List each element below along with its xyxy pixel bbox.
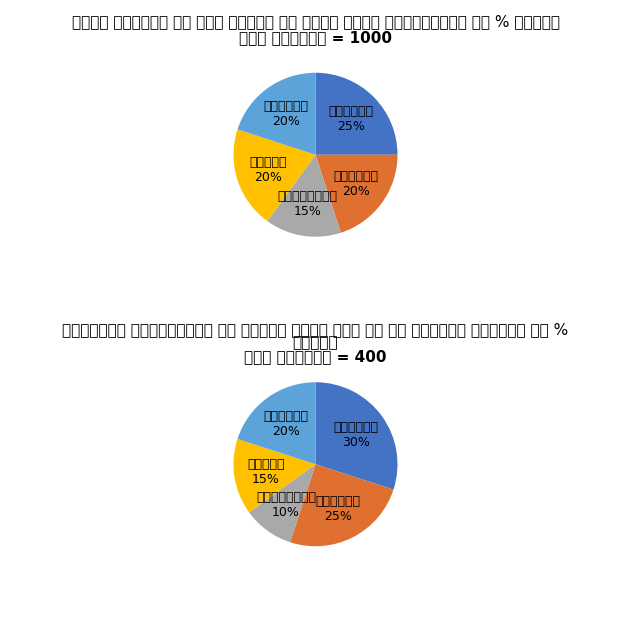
Text: पेटीएम
20%: पेटीएम 20% (264, 410, 309, 438)
Wedge shape (316, 73, 398, 155)
Text: विभिन्न वेबसाइटों का उपयोग करके बुक की गई इंडिगो फ्लाइट का %: विभिन्न वेबसाइटों का उपयोग करके बुक की ग… (62, 322, 569, 337)
Wedge shape (249, 464, 316, 542)
Text: यात्रा
25%: यात्रा 25% (316, 495, 361, 523)
Wedge shape (268, 155, 341, 236)
Text: वितरण: वितरण (293, 335, 338, 350)
Wedge shape (237, 383, 316, 464)
Wedge shape (316, 155, 398, 233)
Wedge shape (316, 383, 398, 490)
Wedge shape (233, 129, 316, 221)
Text: गोआईबिबो
15%: गोआईबिबो 15% (278, 190, 338, 219)
Text: एमएमटी
25%: एमएमटी 25% (329, 105, 374, 133)
Text: टिकट बुकिंग के लिए उपयोग की जाने वाली वेबसाइटों का % वितरण: टिकट बुकिंग के लिए उपयोग की जाने वाली वे… (71, 14, 560, 30)
Wedge shape (233, 439, 316, 513)
Wedge shape (290, 464, 394, 546)
Text: पेटीएम
20%: पेटीएम 20% (264, 100, 309, 128)
Text: कुल बुकिंग = 400: कुल बुकिंग = 400 (244, 349, 387, 364)
Text: ईएमटी
20%: ईएमटी 20% (249, 156, 286, 184)
Text: कुल बुकिंग = 1000: कुल बुकिंग = 1000 (239, 30, 392, 45)
Wedge shape (237, 73, 316, 155)
Text: ईएमटी
15%: ईएमटी 15% (247, 458, 285, 486)
Text: यात्रा
20%: यात्रा 20% (334, 170, 379, 198)
Text: गोआईबिबो
10%: गोआईबिबो 10% (256, 491, 316, 519)
Text: एमएमटी
30%: एमएमटी 30% (334, 421, 379, 449)
